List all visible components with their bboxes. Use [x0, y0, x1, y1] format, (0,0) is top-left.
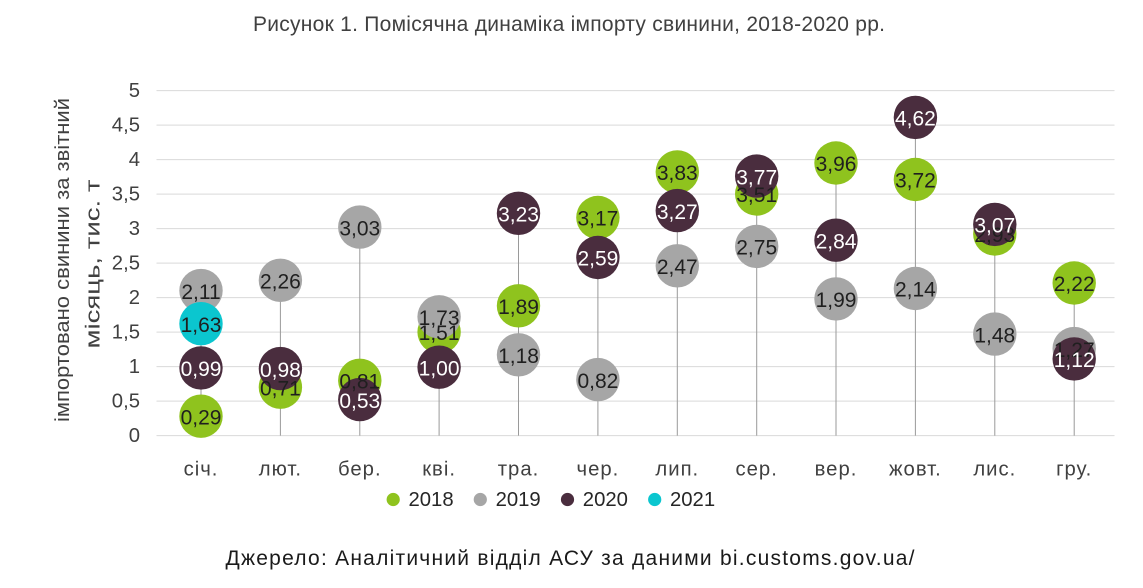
svg-text:4,5: 4,5	[112, 114, 140, 136]
svg-text:0,81: 0,81	[339, 371, 380, 394]
svg-text:кві.: кві.	[422, 458, 456, 480]
svg-text:Рисунок 1. Помісячна динаміка: Рисунок 1. Помісячна динаміка імпорту св…	[253, 13, 885, 36]
svg-text:3,83: 3,83	[657, 162, 698, 185]
svg-text:чер.: чер.	[577, 458, 620, 480]
svg-text:сер.: сер.	[736, 458, 778, 480]
svg-text:2,84: 2,84	[816, 230, 857, 253]
svg-text:2,26: 2,26	[260, 271, 301, 294]
svg-text:3: 3	[129, 218, 140, 240]
svg-text:лют.: лют.	[259, 458, 302, 480]
svg-text:2,75: 2,75	[736, 237, 777, 260]
svg-text:1,27: 1,27	[1054, 339, 1095, 362]
svg-text:1,48: 1,48	[974, 324, 1015, 347]
svg-text:4,62: 4,62	[895, 108, 936, 131]
svg-text:3,96: 3,96	[816, 153, 857, 176]
svg-text:2020: 2020	[583, 489, 628, 511]
svg-text:1,99: 1,99	[816, 289, 857, 312]
svg-text:3,27: 3,27	[657, 201, 698, 224]
svg-text:2,93: 2,93	[974, 224, 1015, 247]
svg-text:3,51: 3,51	[736, 184, 777, 207]
svg-text:5: 5	[129, 80, 140, 102]
svg-text:бер.: бер.	[338, 458, 382, 480]
svg-text:місяць, тис. т: місяць, тис. т	[83, 180, 105, 349]
svg-text:3,03: 3,03	[339, 217, 380, 240]
svg-text:0,99: 0,99	[181, 358, 222, 381]
svg-text:3,72: 3,72	[895, 170, 936, 193]
svg-text:2,14: 2,14	[895, 279, 936, 302]
svg-text:3,17: 3,17	[577, 208, 618, 231]
svg-text:1,5: 1,5	[112, 321, 140, 343]
svg-text:3,77: 3,77	[736, 166, 777, 189]
svg-text:Джерело: Аналітичний відділ АС: Джерело: Аналітичний відділ АСУ за даним…	[226, 547, 915, 570]
svg-text:тра.: тра.	[498, 458, 539, 480]
svg-text:лис.: лис.	[973, 458, 1016, 480]
svg-text:вер.: вер.	[815, 458, 858, 480]
svg-text:0,5: 0,5	[112, 390, 140, 412]
svg-text:2019: 2019	[496, 489, 541, 511]
svg-text:2,11: 2,11	[181, 281, 220, 304]
svg-text:1,51: 1,51	[419, 322, 460, 345]
svg-text:жовт.: жовт.	[889, 458, 942, 480]
svg-text:0,82: 0,82	[577, 370, 618, 393]
svg-text:2,22: 2,22	[1054, 273, 1095, 296]
svg-text:2: 2	[129, 287, 140, 309]
svg-text:2,59: 2,59	[577, 248, 618, 271]
svg-text:3,07: 3,07	[974, 215, 1015, 238]
svg-text:1,00: 1,00	[419, 357, 460, 380]
svg-text:1: 1	[129, 356, 140, 378]
svg-text:0: 0	[129, 425, 140, 447]
svg-text:лип.: лип.	[655, 458, 699, 480]
svg-text:1,18: 1,18	[498, 345, 539, 368]
svg-text:0,98: 0,98	[260, 359, 301, 382]
svg-text:0,53: 0,53	[339, 390, 380, 413]
svg-text:3,5: 3,5	[112, 183, 140, 205]
svg-text:2,5: 2,5	[112, 252, 140, 274]
svg-text:2,47: 2,47	[657, 256, 698, 279]
svg-text:0,71: 0,71	[260, 377, 301, 400]
svg-text:1,12: 1,12	[1054, 349, 1095, 372]
svg-text:1,89: 1,89	[498, 296, 539, 319]
svg-text:2021: 2021	[670, 489, 715, 511]
svg-text:0,29: 0,29	[181, 406, 222, 429]
svg-text:4: 4	[129, 149, 140, 171]
svg-text:гру.: гру.	[1056, 458, 1092, 480]
svg-text:2018: 2018	[409, 489, 454, 511]
svg-text:січ.: січ.	[184, 458, 219, 480]
svg-text:імпортовано свинини за звітний: імпортовано свинини за звітний	[52, 98, 74, 422]
svg-text:1,73: 1,73	[419, 307, 460, 330]
svg-text:3,23: 3,23	[498, 204, 539, 227]
svg-text:1,63: 1,63	[181, 314, 222, 337]
